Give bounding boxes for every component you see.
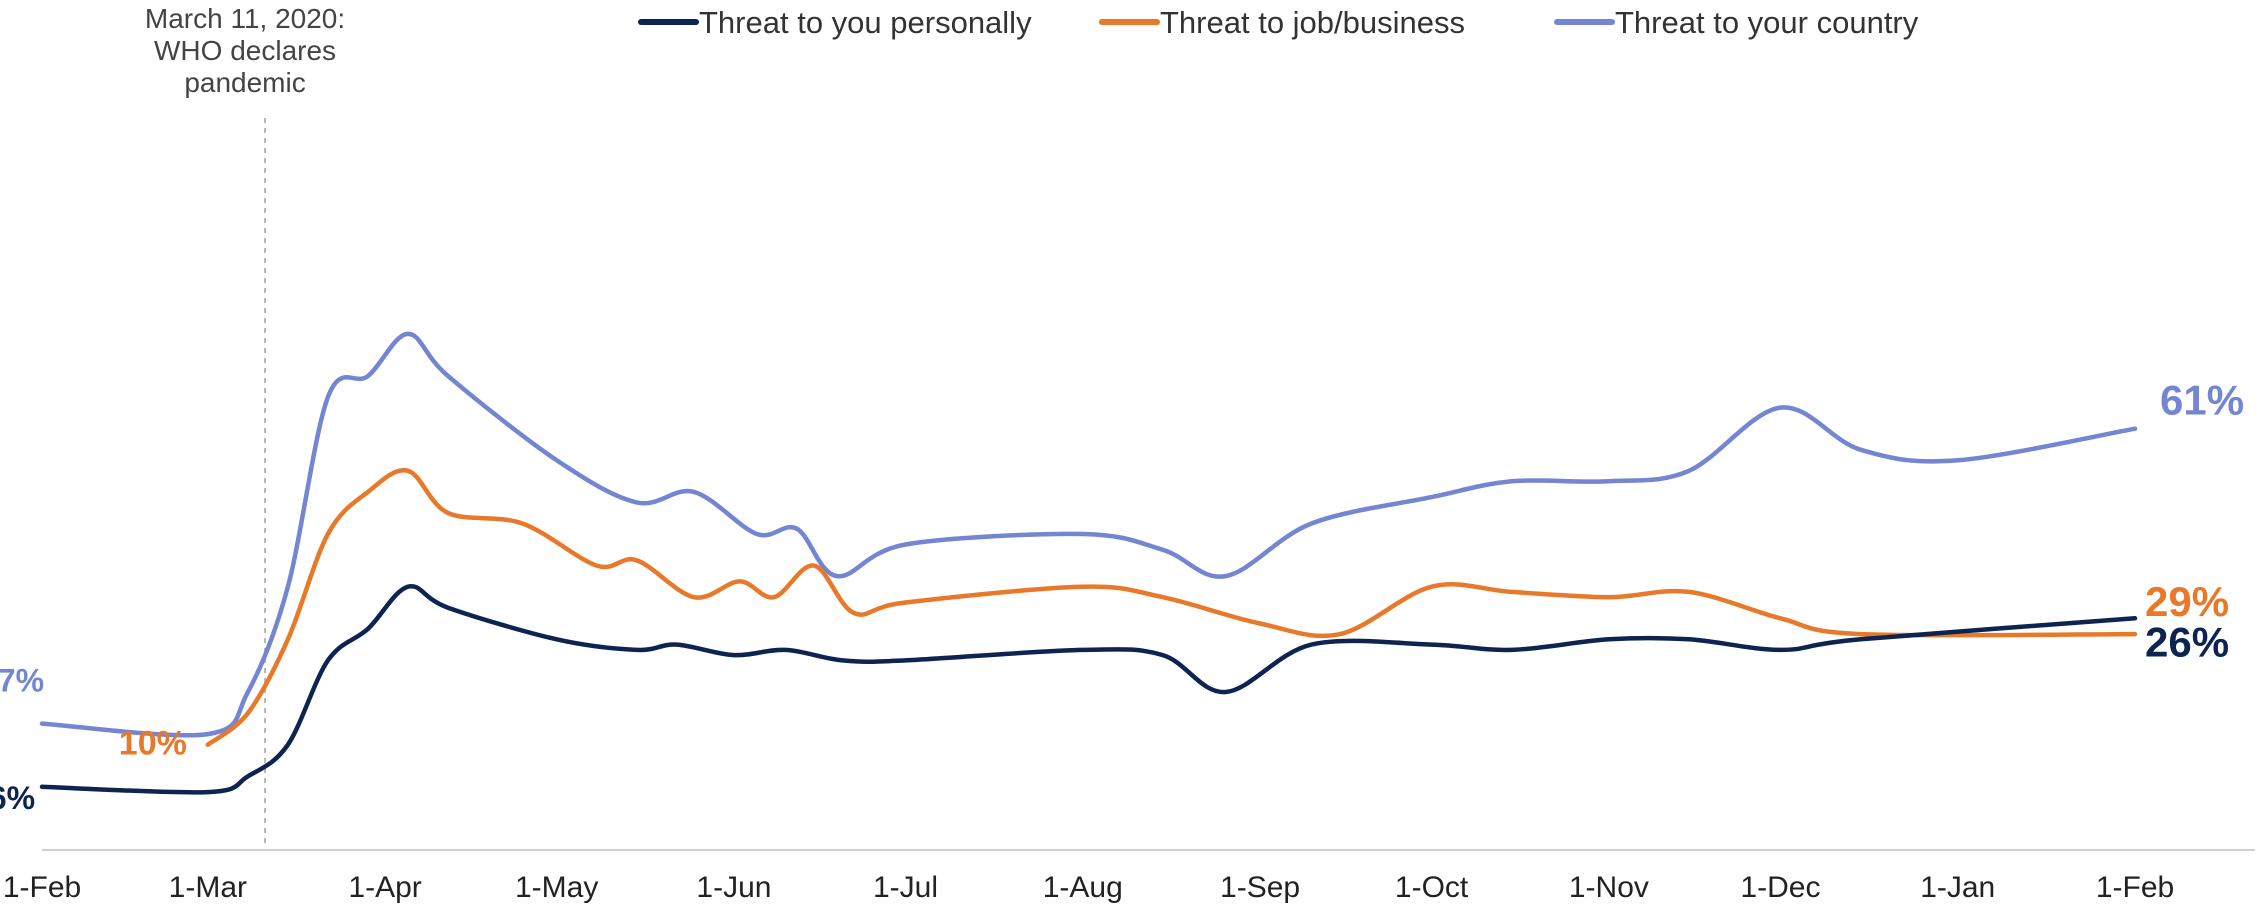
end-label-threat-to-job-business: 29% [2145, 578, 2229, 625]
series-line-threat-to-your-country [39, 331, 2138, 738]
end-labels: 6% 26% 10% 29% 17% 61% [0, 377, 2244, 816]
x-tick-label-1-aug-6: 1-Aug [1043, 871, 1123, 904]
legend-label-threat-to-job-business: Threat to job/business [1160, 5, 1465, 40]
series-line-threat-to-job-business [205, 468, 2138, 747]
legend-label-threat-to-you-personally: Threat to you personally [699, 5, 1032, 40]
x-tick-label-1-feb-0: 1-Feb [3, 871, 81, 904]
x-tick-label-1-jan-11: 1-Jan [1920, 871, 1995, 904]
x-tick-label-1-oct-8: 1-Oct [1395, 871, 1469, 904]
x-tick-label-1-may-3: 1-May [515, 871, 598, 904]
x-tick-label-1-sep-7: 1-Sep [1220, 871, 1300, 904]
legend-item-threat-to-your-country: Threat to your country [1554, 5, 1919, 40]
x-tick-label-1-nov-9: 1-Nov [1569, 871, 1649, 904]
annotation-text-line-2: WHO declares [154, 35, 336, 66]
legend-label-threat-to-your-country: Threat to your country [1615, 5, 1919, 40]
x-tick-label-1-mar-1: 1-Mar [169, 871, 247, 904]
legend-item-threat-to-job-business: Threat to job/business [1099, 5, 1465, 40]
legend-item-threat-to-you-personally: Threat to you personally [638, 5, 1032, 40]
x-tick-label-1-jul-5: 1-Jul [873, 871, 938, 904]
annotation-text-line-1: March 11, 2020: [145, 3, 345, 34]
start-label-threat-to-job-business: 10% [119, 725, 187, 763]
start-label-threat-to-you-personally: 6% [0, 780, 35, 816]
end-label-threat-to-you-personally: 26% [2145, 618, 2229, 665]
legend: Threat to you personally Threat to job/bu… [638, 5, 1919, 40]
x-tick-label-1-apr-2: 1-Apr [348, 871, 421, 904]
x-tick-label-1-jun-4: 1-Jun [696, 871, 771, 904]
x-axis: 1-Feb 1-Mar 1-Apr 1-May 1-Jun 1-Jul 1-Aug 1-Sep… [3, 849, 2255, 904]
series-line-threat-to-you-personally [39, 584, 2138, 795]
x-tick-label-1-dec-10: 1-Dec [1740, 871, 1820, 904]
start-label-threat-to-your-country: 17% [0, 663, 44, 699]
end-label-threat-to-your-country: 61% [2160, 377, 2244, 424]
x-tick-label-1-feb-12: 1-Feb [2096, 871, 2174, 904]
annotation-text-line-3: pandemic [184, 67, 305, 98]
series-group [39, 331, 2138, 795]
